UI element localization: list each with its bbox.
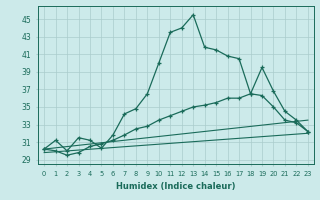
X-axis label: Humidex (Indice chaleur): Humidex (Indice chaleur) [116, 183, 236, 192]
